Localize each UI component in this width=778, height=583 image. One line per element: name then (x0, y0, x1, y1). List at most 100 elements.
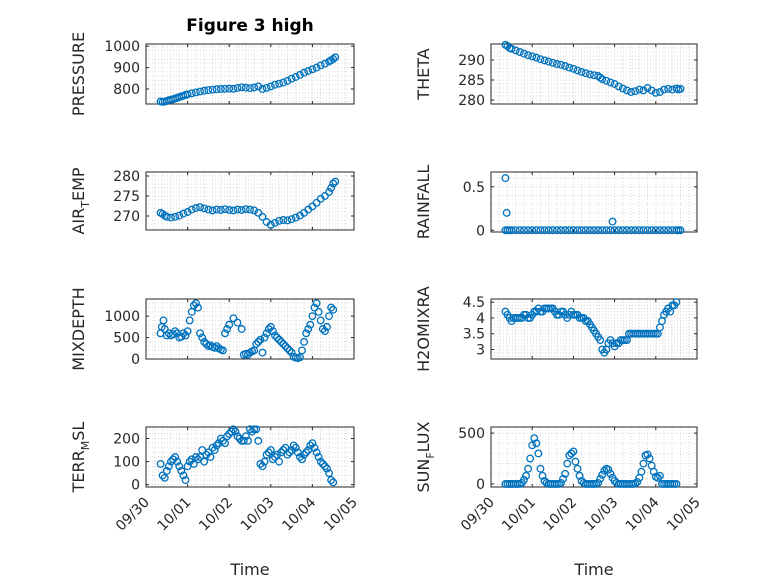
data-point (250, 83, 259, 92)
data-point (664, 226, 673, 235)
data-point (532, 53, 541, 62)
data-point (295, 70, 304, 79)
data-point (320, 59, 329, 68)
data-point (320, 192, 329, 200)
data-point (266, 322, 275, 331)
data-point (291, 73, 300, 81)
data-point (229, 206, 238, 215)
data-point (295, 453, 304, 461)
y-axis-label: H2OMIXRA (414, 286, 433, 372)
data-point (610, 226, 619, 235)
data-point (183, 208, 192, 216)
data-point (191, 204, 200, 212)
data-point (557, 60, 565, 69)
y-tick-label: 275 (113, 189, 140, 205)
data-point (548, 226, 557, 235)
y-tick-label: 0 (476, 223, 485, 239)
data-point (596, 73, 605, 82)
data-point (544, 57, 553, 66)
data-point (204, 86, 213, 95)
data-point (229, 84, 238, 93)
data-point (635, 226, 644, 235)
data-point (524, 226, 533, 235)
data-point (573, 464, 582, 473)
y-tick-label: 1000 (104, 39, 140, 55)
data-point (283, 450, 292, 459)
data-point (637, 467, 646, 476)
data-point (520, 49, 528, 58)
y-tick-label: 3 (476, 343, 485, 359)
y-tick-label: 900 (113, 61, 140, 77)
data-point (600, 466, 609, 475)
data-point (327, 303, 336, 312)
data-point (202, 450, 211, 459)
data-point (208, 443, 217, 452)
data-point (266, 82, 275, 91)
data-point (655, 471, 664, 480)
data-point (196, 329, 205, 338)
series-sun_flux (501, 434, 681, 488)
data-point (331, 53, 340, 62)
data-point (162, 212, 171, 221)
x-tick-label: 10/02 (196, 495, 236, 535)
data-point (291, 443, 300, 452)
data-point (596, 474, 605, 483)
data-point (173, 457, 182, 466)
data-point (672, 479, 681, 488)
data-point (651, 88, 660, 97)
series-h2omixra (501, 298, 681, 357)
x-tick-label: 10/03 (238, 495, 278, 535)
data-point (329, 478, 338, 487)
data-point (279, 216, 288, 224)
data-point (179, 471, 188, 480)
data-point (179, 209, 188, 218)
data-point (275, 79, 284, 88)
data-point (175, 211, 184, 220)
series-rainfall (501, 174, 685, 235)
data-point (273, 450, 281, 459)
y-axis-label-tail: EMP (69, 167, 88, 201)
data-point (631, 226, 640, 235)
y-tick-label: 0.5 (463, 180, 485, 196)
data-point (522, 471, 530, 480)
minor-grid (146, 172, 354, 230)
y-tick-label: 290 (458, 53, 485, 69)
data-point (260, 333, 269, 342)
data-point (538, 471, 547, 480)
y-axis-label-sub: T (79, 201, 92, 209)
panel-rainfall: 0 0.5 RAINFALL (414, 165, 698, 239)
data-point (300, 450, 309, 459)
data-point (289, 441, 298, 450)
y-tick-label: 100 (113, 455, 140, 471)
data-point (530, 434, 539, 443)
data-point (183, 327, 192, 336)
data-point (304, 67, 313, 75)
data-point (660, 226, 668, 235)
data-point (219, 346, 227, 355)
data-point (271, 80, 279, 89)
x-tick-label: 09/30 (458, 495, 498, 535)
data-point (528, 226, 537, 235)
data-point (645, 454, 654, 463)
data-point (623, 226, 631, 235)
x-tick-label: 10/01 (155, 495, 195, 535)
data-point (314, 453, 323, 461)
y-axis-label: THETA (414, 48, 433, 100)
data-point (160, 473, 169, 482)
data-point (596, 336, 605, 345)
data-point (291, 213, 300, 222)
data-point (526, 454, 535, 463)
y-axis-label-sub: F (424, 452, 437, 458)
data-point (233, 83, 242, 92)
data-point (225, 320, 234, 329)
data-point (639, 459, 648, 468)
y-axis-label-tail: SL (69, 422, 88, 441)
data-point (618, 226, 627, 235)
data-point (639, 226, 648, 235)
x-tick-label: 10/04 (279, 494, 319, 534)
data-point (608, 217, 617, 226)
data-point (569, 64, 578, 73)
data-point (212, 205, 221, 214)
data-point (227, 427, 236, 436)
